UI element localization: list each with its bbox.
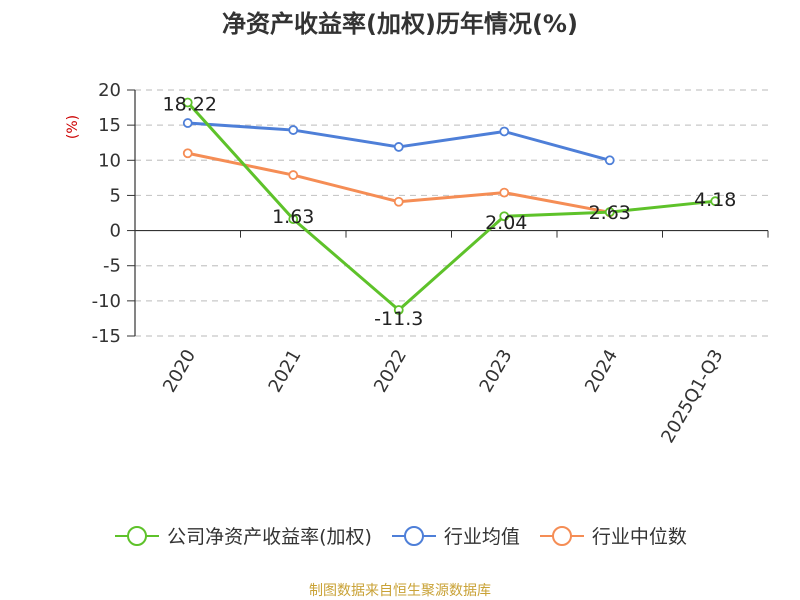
data-label: 4.18 bbox=[694, 189, 736, 211]
data-point bbox=[499, 211, 510, 222]
legend-item[interactable]: 公司净资产收益率(加权) bbox=[113, 522, 372, 549]
y-axis-label: (%) bbox=[65, 115, 81, 139]
data-point bbox=[182, 97, 193, 108]
data-point bbox=[499, 187, 510, 198]
y-tick-label: 5 bbox=[110, 185, 121, 206]
y-tick-label: -5 bbox=[103, 256, 121, 277]
x-tick-label: 2025Q1-Q3 bbox=[657, 346, 727, 447]
source-note: 制图数据来自恒生聚源数据库 bbox=[309, 583, 491, 599]
data-label: 18.22 bbox=[163, 94, 217, 116]
line-chart: 20 15 10 5 0 -5 -10 -15 (%) 2020 2021 2022 2023 2024 2… bbox=[65, 80, 769, 447]
data-point bbox=[182, 148, 193, 159]
y-tick-label: -10 bbox=[92, 291, 121, 312]
legend-marker-icon bbox=[539, 525, 584, 546]
legend-marker-icon bbox=[391, 525, 436, 546]
data-label: -11.3 bbox=[374, 308, 423, 330]
x-tick-label: 2020 bbox=[159, 346, 200, 396]
data-point bbox=[288, 214, 299, 225]
legend-item[interactable]: 行业均值 bbox=[390, 522, 520, 549]
data-label: 1.63 bbox=[272, 206, 314, 228]
y-tick-label: 15 bbox=[98, 115, 121, 136]
data-point bbox=[604, 207, 615, 217]
x-tick-label: 2021 bbox=[264, 346, 305, 396]
y-tick-label: -15 bbox=[92, 326, 121, 347]
data-label: 2.63 bbox=[589, 202, 631, 224]
x-tick-label: 2022 bbox=[370, 346, 411, 396]
data-point bbox=[604, 155, 615, 166]
series-line-1 bbox=[187, 121, 611, 162]
data-point bbox=[393, 142, 404, 152]
y-tick-label: 20 bbox=[98, 80, 121, 101]
legend-marker-icon bbox=[115, 525, 160, 546]
data-point bbox=[288, 170, 299, 180]
y-tick-label: 0 bbox=[110, 221, 121, 242]
legend-label: 行业均值 bbox=[443, 526, 520, 548]
data-point bbox=[499, 126, 510, 137]
series-line-0 bbox=[186, 101, 716, 312]
data-point bbox=[182, 118, 193, 128]
legend-item[interactable]: 行业中位数 bbox=[538, 522, 687, 549]
legend-label: 公司净资产收益率(加权) bbox=[167, 526, 372, 548]
y-tick-label: 10 bbox=[98, 150, 121, 171]
x-tick-label: 2023 bbox=[475, 346, 516, 396]
legend: 公司净资产收益率(加权) 行业均值 行业中位数 bbox=[0, 522, 800, 549]
data-point bbox=[288, 125, 299, 135]
data-point bbox=[393, 196, 404, 207]
data-point bbox=[393, 305, 404, 315]
data-point bbox=[710, 196, 721, 207]
data-label: 2.04 bbox=[485, 212, 527, 234]
x-tick-label: 2024 bbox=[581, 346, 622, 396]
chart-title: 净资产收益率(加权)历年情况(%) bbox=[222, 10, 578, 38]
legend-label: 行业中位数 bbox=[591, 526, 687, 548]
